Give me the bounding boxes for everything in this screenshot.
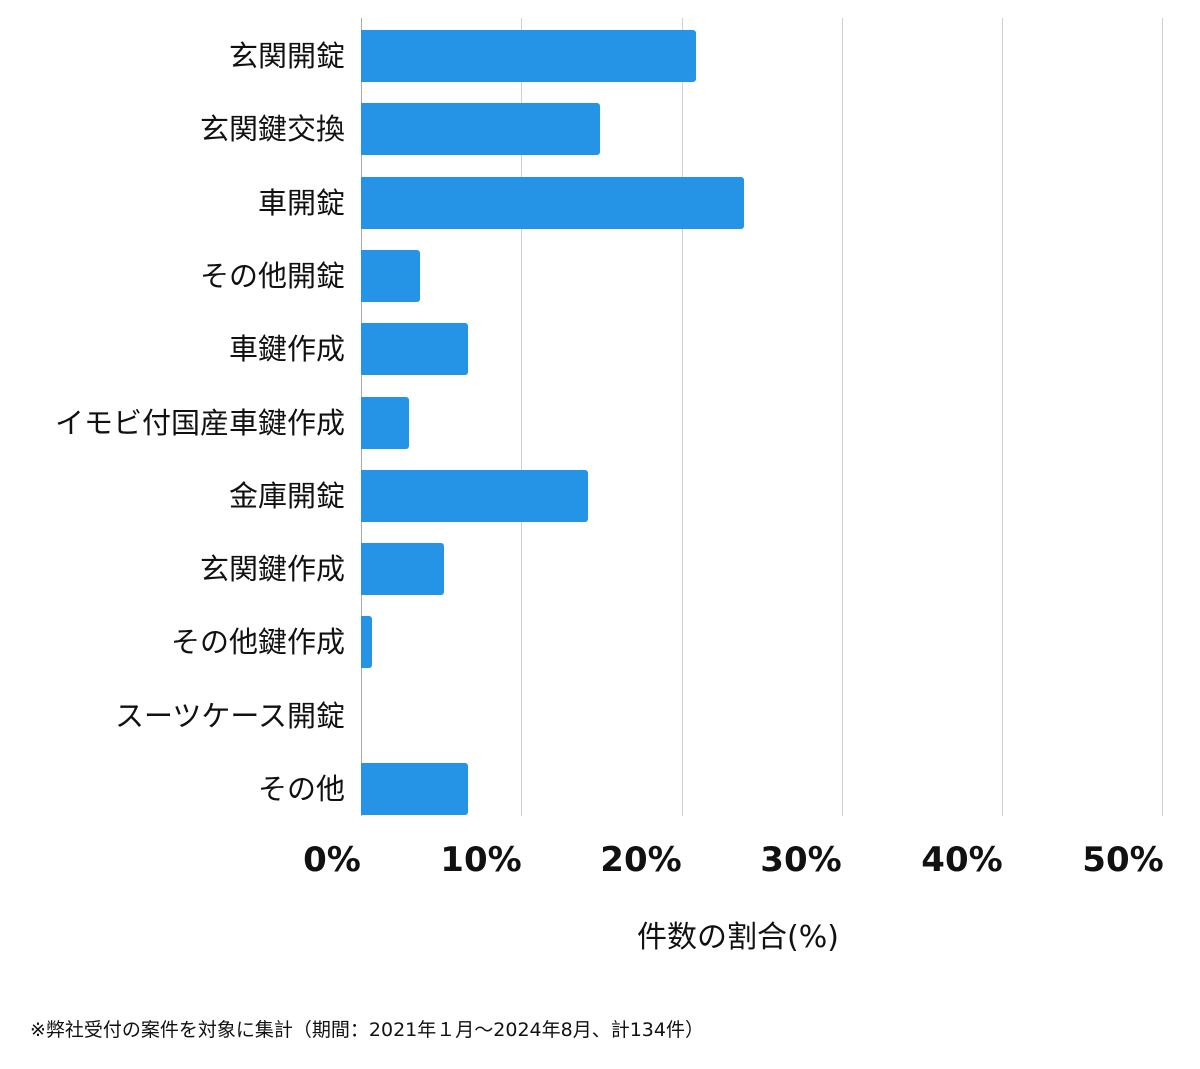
x-tick: 0% bbox=[303, 840, 361, 880]
gridline-30 bbox=[842, 18, 843, 816]
bar bbox=[361, 763, 469, 815]
footnote: ※弊社受付の案件を対象に集計（期間：2021年１月～2024年8月、計134件） bbox=[30, 1019, 704, 1041]
category-label: その他 bbox=[257, 772, 345, 806]
bar bbox=[361, 249, 421, 302]
x-tick: 50% bbox=[1082, 840, 1164, 880]
category-label: 玄関開錠 bbox=[228, 39, 345, 73]
bar bbox=[361, 396, 410, 449]
bar bbox=[361, 176, 744, 229]
gridline-40 bbox=[1002, 18, 1003, 816]
x-tick: 10% bbox=[440, 840, 522, 880]
category-label: 玄関鍵交換 bbox=[199, 112, 345, 147]
bar bbox=[361, 323, 469, 376]
x-tick: 20% bbox=[600, 840, 682, 880]
bar bbox=[361, 103, 600, 156]
gridline-10 bbox=[521, 18, 522, 816]
category-label: イモビ付国産車鍵作成 bbox=[54, 405, 345, 440]
gridline-50 bbox=[1162, 18, 1163, 816]
bar bbox=[361, 469, 589, 522]
category-label: 車鍵作成 bbox=[228, 332, 345, 367]
category-label: スーツケース開錠 bbox=[115, 698, 345, 733]
category-label: 玄関鍵作成 bbox=[199, 552, 345, 587]
x-axis-label: 件数の割合(%) bbox=[637, 920, 839, 955]
bar bbox=[361, 30, 696, 82]
category-label: 車開錠 bbox=[257, 185, 345, 220]
category-label: その他開錠 bbox=[199, 258, 345, 293]
category-label: その他鍵作成 bbox=[170, 625, 345, 660]
x-tick: 30% bbox=[760, 840, 842, 880]
gridline-20 bbox=[682, 18, 683, 816]
x-tick: 40% bbox=[921, 840, 1003, 880]
bar bbox=[361, 616, 373, 669]
bar bbox=[361, 543, 445, 596]
category-label: 金庫開錠 bbox=[228, 478, 345, 513]
